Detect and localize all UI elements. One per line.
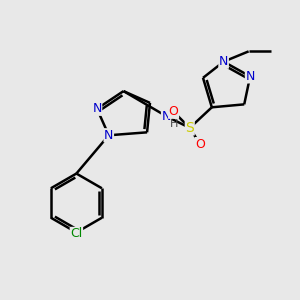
Text: N: N <box>245 70 255 83</box>
Text: N: N <box>219 55 228 68</box>
Text: N: N <box>104 129 113 142</box>
Text: Cl: Cl <box>70 227 82 240</box>
Text: N: N <box>161 110 171 123</box>
Text: S: S <box>185 121 194 135</box>
Text: N: N <box>92 102 102 115</box>
Text: O: O <box>195 138 205 151</box>
Text: O: O <box>169 105 178 118</box>
Text: H: H <box>170 119 178 129</box>
